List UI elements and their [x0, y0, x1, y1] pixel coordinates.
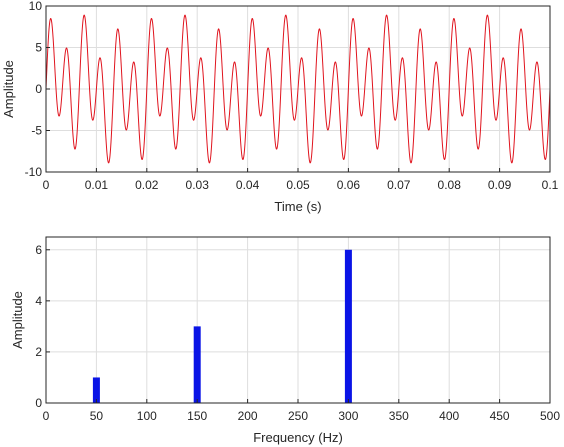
freq-x-tick-label: 200 [238, 409, 258, 423]
freq-y-tick-label: 2 [35, 345, 42, 359]
freq-x-tick-label: 450 [490, 409, 510, 423]
freq-y-ticks: 0 2 4 6 [35, 243, 50, 410]
freq-x-tick-label: 350 [389, 409, 409, 423]
time-x-tick-label: 0.05 [286, 178, 310, 192]
time-y-ticks: -10 -5 0 5 10 [25, 0, 50, 179]
time-x-tick-label: 0 [43, 178, 50, 192]
freq-y-tick-label: 4 [35, 294, 42, 308]
time-x-ticks: 0 0.01 0.02 0.03 0.04 0.05 0.06 0.07 0.08 0.09 0.1 [43, 168, 559, 192]
time-y-tick-label: -10 [25, 165, 43, 179]
time-x-tick-label: 0.06 [337, 178, 361, 192]
time-domain-plot: 0 0.01 0.02 0.03 0.04 0.05 0.06 0.07 0.08 0.09 0.1… [1, 0, 559, 214]
time-x-tick-label: 0.02 [135, 178, 159, 192]
spectrum-bars [92, 249, 352, 403]
time-x-axis-label: Time (s) [274, 199, 321, 214]
spectrum-bar-50hz [92, 377, 100, 403]
time-x-tick-label: 0.09 [488, 178, 512, 192]
freq-x-tick-label: 0 [43, 409, 50, 423]
freq-x-ticks: 0 50 100 150 200 250 300 350 400 450 500 [43, 399, 560, 423]
spectrum-bar-150hz [193, 326, 201, 403]
freq-x-tick-label: 150 [187, 409, 207, 423]
time-x-tick-label: 0.1 [542, 178, 559, 192]
freq-y-tick-label: 6 [35, 243, 42, 257]
time-x-tick-label: 0.04 [236, 178, 260, 192]
frequency-plot: 0 50 100 150 200 250 300 350 400 450 500 0 2 4 6 Freq… [10, 236, 560, 445]
freq-x-tick-label: 50 [90, 409, 104, 423]
freq-x-tick-label: 500 [540, 409, 560, 423]
time-y-tick-label: -5 [31, 124, 42, 138]
freq-y-axis-label: Amplitude [10, 291, 25, 349]
time-y-tick-label: 0 [35, 82, 42, 96]
time-x-tick-label: 0.03 [186, 178, 210, 192]
signal-line [45, 14, 551, 164]
time-x-tick-label: 0.01 [85, 178, 109, 192]
time-y-axis-label: Amplitude [1, 60, 16, 118]
freq-x-tick-label: 300 [338, 409, 358, 423]
freq-x-axis-label: Frequency (Hz) [253, 430, 343, 445]
freq-y-tick-label: 0 [35, 396, 42, 410]
freq-x-tick-label: 400 [439, 409, 459, 423]
time-x-tick-label: 0.07 [387, 178, 411, 192]
freq-x-tick-label: 100 [137, 409, 157, 423]
freq-x-tick-label: 250 [288, 409, 308, 423]
time-x-tick-label: 0.08 [438, 178, 462, 192]
spectrum-bar-300hz [344, 249, 352, 403]
time-y-tick-label: 5 [35, 41, 42, 55]
time-y-tick-label: 10 [29, 0, 43, 13]
